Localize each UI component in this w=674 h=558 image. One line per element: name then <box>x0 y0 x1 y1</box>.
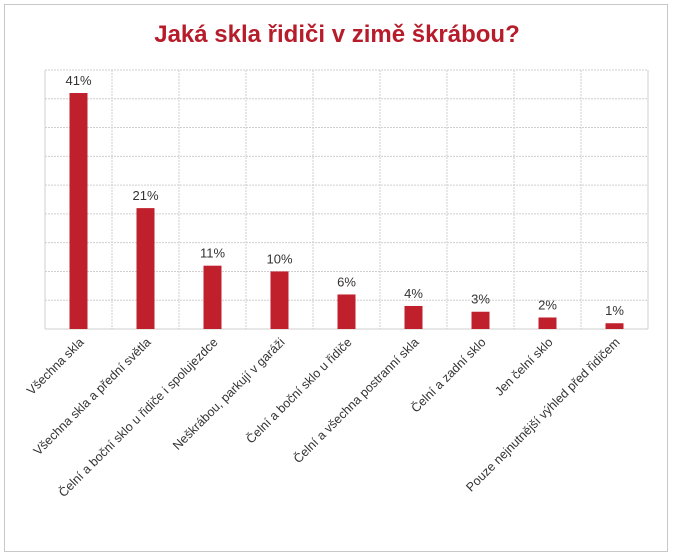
data-label: 4% <box>404 286 423 301</box>
data-label: 10% <box>266 251 292 266</box>
x-tick-label: Jen čelní sklo <box>492 335 555 398</box>
bar <box>337 294 356 329</box>
bar <box>203 265 222 329</box>
x-tick-label: Všechna skla a přední světla <box>31 335 154 458</box>
x-tick-label: Čelní a boční sklo u řidiče <box>243 334 355 446</box>
bar <box>270 271 289 329</box>
data-label: 1% <box>605 303 624 318</box>
x-tick-label: Neškrábou, parkují v garáži <box>170 335 287 452</box>
x-tick-label: Všechna skla <box>24 335 87 398</box>
bar <box>404 305 423 329</box>
bar <box>538 317 557 329</box>
bar <box>136 208 155 329</box>
data-label: 11% <box>200 246 225 261</box>
data-label: 41% <box>65 73 91 88</box>
x-tick-label: Čelní a všechna postranní skla <box>290 334 422 466</box>
x-tick-label: Pouze nejnutnější výhled před řidičem <box>463 335 622 494</box>
bar <box>471 311 490 329</box>
bar <box>69 93 88 330</box>
chart-title: Jaká skla řidiči v zimě škrábou? <box>154 21 520 48</box>
data-label: 21% <box>132 188 158 203</box>
data-label: 2% <box>538 297 557 312</box>
bar <box>605 323 624 329</box>
chart-frame: Jaká skla řidiči v zimě škrábou? <box>4 4 668 552</box>
data-label: 3% <box>471 292 490 307</box>
data-label: 6% <box>337 274 356 289</box>
